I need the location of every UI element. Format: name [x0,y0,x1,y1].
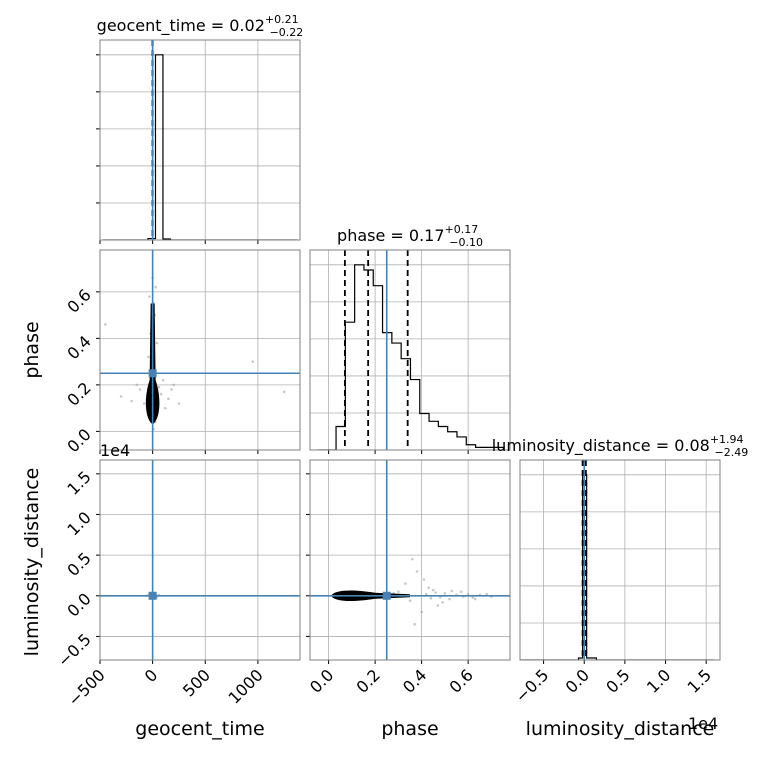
sample-point [177,402,181,405]
x-tick-label: 0.2 [353,665,384,696]
luminosity-distance-vs-geocent-time-panel: −500 0 500 1000 −0.5 0.0 0.5 1.0 1.5 [54,459,301,710]
sample-point [450,589,454,593]
panel-frame [309,459,511,661]
sample-point [147,355,150,359]
panel-frame [99,39,301,241]
y-tick-label: 0.6 [63,285,94,316]
sample-point [485,592,489,596]
sample-point [443,592,447,595]
sample-point [413,622,416,626]
histogram-step [520,474,714,660]
sample-point [441,600,444,604]
sample-point [466,592,470,596]
x-tick-label: −500 [64,665,109,710]
panel-frame [309,249,511,451]
phase-title: phase = 0.17+0.17 −0.10 [337,223,483,249]
sample-point [138,388,142,391]
sample-point [420,610,423,614]
sample-point [434,591,437,594]
sample-point [155,341,159,345]
sample-point [167,397,170,401]
sample-point [459,590,463,594]
y-tick-label: 0.5 [63,549,94,580]
sample-point [142,402,146,405]
geocent-time-title: geocent_time = 0.02+0.21 −0.22 [97,13,304,39]
panel-frame [99,249,301,451]
sample-point [471,596,475,599]
x-tick-label: 500 [179,665,214,700]
sample-point [438,596,442,599]
y-label-luminosity-distance: luminosity_distance [21,468,43,657]
sample-point [161,378,165,382]
x-tick-label: 0 [141,665,162,686]
x-tick-label: 0.5 [602,665,633,696]
sample-point [163,406,167,410]
truth-marker [148,591,157,600]
y-tick-label: 0.0 [63,589,94,620]
sample-point [404,582,407,585]
luminosity-distance-vs-phase-panel: 0.0 0.2 0.4 0.6 [306,459,511,697]
panel-frame [99,459,301,661]
sample-point [431,588,435,592]
x-tick-label: −0.5 [511,665,552,706]
sample-point [282,390,286,394]
x-label-luminosity-distance: luminosity_distance [526,718,715,740]
luminosity-distance-histogram-panel: luminosity_distance = 0.08+1.94 −2.49 −0.… [492,433,749,706]
ld-y-offset-text: 1e4 [100,441,130,460]
sample-point [436,604,440,607]
sample-point [473,597,477,601]
y-tick-label: 1.0 [63,508,94,539]
y-tick-label: 0.2 [63,378,94,409]
sample-point [170,388,173,391]
y-label-phase: phase [21,321,43,378]
sample-point [119,395,123,398]
sample-point [422,578,426,581]
sample-point [157,385,161,389]
sample-point [130,399,133,403]
x-label-phase: phase [381,718,438,740]
x-tick-label: 1.5 [684,665,715,696]
luminosity-distance-title: luminosity_distance = 0.08+1.94 −2.49 [492,433,749,459]
sample-point [427,586,430,589]
sample-point [429,596,433,600]
sample-point [154,285,158,289]
sample-point [172,383,175,387]
x-tick-label: 0.6 [446,665,477,696]
histogram-step [317,264,505,450]
x-tick-label: 1.0 [643,665,674,696]
sample-point [415,570,419,573]
sample-point [251,360,254,363]
sample-point [103,323,107,326]
x-tick-label: 0.0 [306,665,337,696]
phase-vs-geocent-time-panel: 0.0 0.2 0.4 0.6 [63,249,301,456]
y-tick-label: −0.5 [54,630,95,671]
x-tick-label: 1000 [224,665,266,707]
sample-point [424,592,428,596]
sample-point [159,392,163,396]
y-tick-label: 0.0 [63,425,94,456]
sample-point [397,590,400,594]
sample-point [135,383,139,387]
sample-point [448,597,451,601]
phase-histogram-panel: phase = 0.17+0.17 −0.10 [309,223,511,454]
sample-point [411,557,414,561]
ld-x-offset-text: 1e4 [688,714,718,733]
sample-point [148,295,151,298]
panel-frame [519,459,721,661]
x-label-geocent-time: geocent_time [135,718,264,740]
histogram-step [103,54,298,240]
x-tick-label: 0.4 [399,665,430,696]
geocent-time-histogram-panel: geocent_time = 0.02+0.21 −0.22 [96,13,303,244]
x-tick-label: 0.0 [562,665,593,696]
y-tick-label: 0.4 [63,332,94,363]
truth-marker [148,369,157,378]
truth-marker [382,591,391,600]
y-tick-label: 1.5 [63,467,94,498]
sample-point [408,599,412,602]
